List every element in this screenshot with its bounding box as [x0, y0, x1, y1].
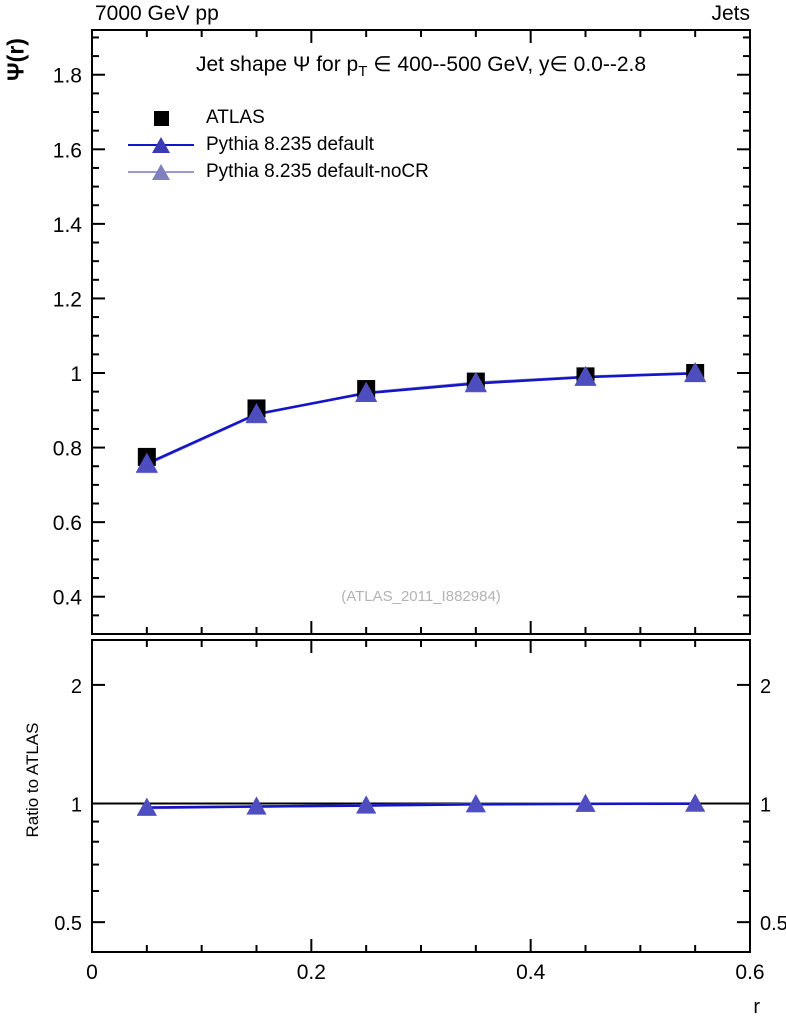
- square-marker-icon: [154, 110, 169, 126]
- ratio-marker-pythia-default: [246, 796, 267, 815]
- y-tick-label-main: 0.6: [53, 512, 82, 535]
- legend-label-pythia-nocr: Pythia 8.235 default-noCR: [206, 160, 429, 182]
- legend-entry-atlas: ATLAS: [128, 104, 429, 131]
- y-tick-label-main: 0.8: [53, 438, 82, 461]
- x-tick-label: 0.4: [516, 961, 546, 984]
- header-beam-label: 7000 GeV pp: [95, 2, 219, 25]
- x-tick-label: 0: [86, 961, 98, 984]
- ratio-marker-pythia-default: [575, 793, 596, 812]
- ratio-marker-pythia-default: [465, 794, 486, 813]
- data-marker-pythia-default: [464, 372, 487, 393]
- series-line-pythia-nocr: [146, 371, 696, 466]
- x-tick-label: 0.2: [297, 961, 326, 984]
- y-tick-label-ratio-left: 1: [71, 795, 82, 817]
- triangle-marker-icon: [152, 136, 170, 153]
- y-tick-label-main: 0.4: [53, 587, 83, 610]
- legend-key-square: [128, 107, 194, 129]
- legend-entry-pythia-nocr: Pythia 8.235 default-noCR: [128, 158, 429, 185]
- legend-key-line-triangle-nocr: [128, 161, 194, 183]
- ratio-marker-pythia-default: [685, 793, 706, 812]
- x-axis-label: r: [753, 996, 760, 1018]
- y-tick-label-main: 1: [70, 363, 82, 386]
- plot-title-subscript: T: [358, 63, 368, 81]
- data-marker-pythia-default: [355, 382, 378, 402]
- plot-title-prefix: Jet shape Ψ for p: [195, 53, 359, 76]
- y-tick-label-main: 1.4: [53, 214, 83, 237]
- x-tick-label: 0.6: [735, 961, 764, 984]
- data-marker-pythia-default: [245, 403, 268, 423]
- ratio-marker-pythia-default: [136, 797, 157, 816]
- y-tick-label-ratio-left: 2: [71, 676, 82, 698]
- legend-key-line-triangle: [128, 134, 194, 156]
- ratio-line-pythia-default: [146, 802, 696, 809]
- main-panel-frame: [91, 29, 751, 635]
- y-tick-label-ratio-right: 1: [760, 795, 771, 817]
- triangle-marker-icon: [152, 163, 170, 180]
- y-tick-label-ratio-left: 0.5: [54, 913, 82, 935]
- legend-label-pythia-default: Pythia 8.235 default: [206, 133, 374, 155]
- ratio-panel-frame: [91, 639, 751, 953]
- y-tick-label-main: 1.8: [53, 65, 82, 88]
- y-tick-label-main: 1.2: [53, 288, 82, 311]
- plot-title-suffix: ∈ 400--500 GeV, y∈ 0.0--2.8: [367, 53, 647, 76]
- analysis-id-watermark: (ATLAS_2011_I882984): [341, 588, 501, 605]
- series-line-pythia-default: [146, 372, 696, 465]
- y-tick-label-main: 1.6: [53, 139, 82, 162]
- legend: ATLAS Pythia 8.235 default Pythia 8.235 …: [128, 104, 429, 185]
- header-analysis-label: Jets: [711, 2, 750, 25]
- legend-label-atlas: ATLAS: [206, 106, 265, 128]
- data-marker-pythia-default: [574, 366, 597, 386]
- y-tick-label-ratio-right: 2: [760, 676, 771, 698]
- data-marker-pythia-default: [135, 452, 158, 473]
- y-tick-label-ratio-right: 0.5: [760, 913, 786, 935]
- data-marker-pythia-default: [684, 362, 707, 383]
- plot-title: Jet shape Ψ for pT ∈ 400--500 GeV, y∈ 0.…: [92, 52, 750, 80]
- legend-entry-pythia-default: Pythia 8.235 default: [128, 131, 429, 158]
- ratio-marker-pythia-default: [356, 795, 377, 814]
